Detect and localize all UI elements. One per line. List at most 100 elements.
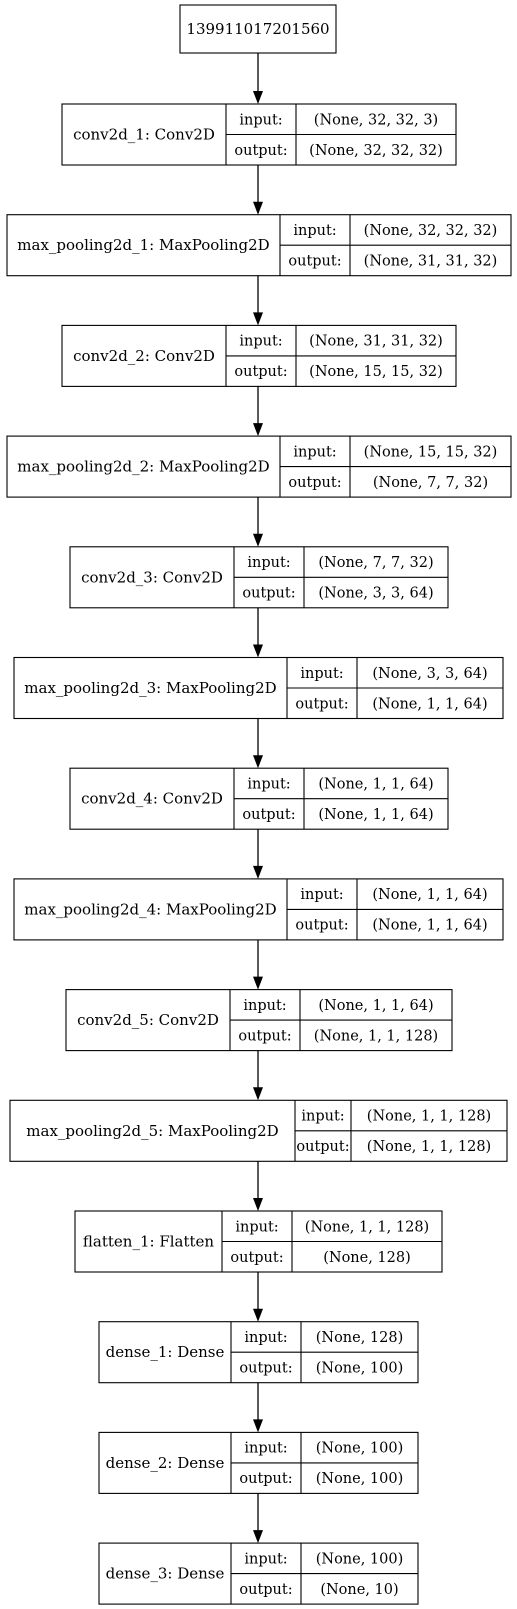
output-shape: (None, 3, 3, 64) xyxy=(318,586,433,602)
input-label: input: xyxy=(239,334,282,350)
input-label: input: xyxy=(243,998,286,1014)
edges xyxy=(253,53,263,1544)
input-shape: (None, 3, 3, 64) xyxy=(372,666,487,682)
output-label: output: xyxy=(296,1139,349,1155)
output-label: output: xyxy=(230,1250,283,1266)
root-node-label: 139911017201560 xyxy=(186,20,329,38)
layer-node: conv2d_4: Conv2D input: output: (None, 1, 1… xyxy=(69,767,449,830)
layer-node: dense_3: Dense input: output: (None, 100) (N… xyxy=(98,1542,419,1605)
edge-arrow xyxy=(253,275,263,326)
input-label: input: xyxy=(300,666,343,682)
layer-name: dense_1: Dense xyxy=(106,1343,225,1361)
input-label: input: xyxy=(300,887,343,903)
input-shape: (None, 7, 7, 32) xyxy=(318,555,433,571)
input-label: input: xyxy=(244,1330,287,1346)
output-shape: (None, 1, 1, 64) xyxy=(372,696,487,712)
output-shape: (None, 1, 1, 64) xyxy=(318,807,433,823)
layer-name: flatten_1: Flatten xyxy=(83,1233,214,1251)
layer-node: dense_1: Dense input: output: (None, 128) (N… xyxy=(98,1321,419,1384)
layer-node: conv2d_1: Conv2D input: output: (None, 32, … xyxy=(61,103,457,166)
layer-node: max_pooling2d_2: MaxPooling2D input: outpu… xyxy=(6,435,512,498)
edge-arrow xyxy=(253,1272,263,1322)
input-label: input: xyxy=(293,444,336,460)
output-label: output: xyxy=(242,586,295,602)
input-shape: (None, 15, 15, 32) xyxy=(364,444,498,460)
layer-node: max_pooling2d_4: MaxPooling2D input: outpu… xyxy=(13,878,504,941)
layer-node: conv2d_2: Conv2D input: output: (None, 31, … xyxy=(61,324,457,387)
layer-name: conv2d_3: Conv2D xyxy=(81,568,223,586)
input-shape: (None, 1, 1, 64) xyxy=(318,776,433,792)
input-shape: (None, 31, 31, 32) xyxy=(309,334,443,350)
edge-arrow xyxy=(253,939,263,990)
layer-node: max_pooling2d_1: MaxPooling2D input: outpu… xyxy=(6,214,512,277)
edge-arrow xyxy=(253,1161,263,1211)
output-shape: (None, 128) xyxy=(323,1250,411,1266)
output-label: output: xyxy=(288,253,341,269)
output-shape: (None, 32, 32, 32) xyxy=(309,143,443,159)
layer-name: conv2d_1: Conv2D xyxy=(73,126,215,144)
input-label: input: xyxy=(301,1109,344,1125)
input-shape: (None, 100) xyxy=(316,1551,404,1567)
layer-node: conv2d_3: Conv2D input: output: (None, 7, 7… xyxy=(69,546,449,609)
input-label: input: xyxy=(235,1219,278,1235)
output-label: output: xyxy=(234,364,287,380)
layer-name: dense_3: Dense xyxy=(106,1565,225,1583)
layer-name: conv2d_2: Conv2D xyxy=(73,347,215,365)
edge-arrow xyxy=(253,607,263,658)
layer-name: max_pooling2d_4: MaxPooling2D xyxy=(24,900,276,918)
input-shape: (None, 32, 32, 32) xyxy=(364,223,498,239)
output-shape: (None, 1, 1, 128) xyxy=(314,1028,438,1044)
output-shape: (None, 10) xyxy=(320,1582,398,1598)
output-label: output: xyxy=(295,918,348,934)
edge-arrow xyxy=(253,386,263,437)
input-shape: (None, 32, 32, 3) xyxy=(314,112,438,128)
root-node: 139911017201560 xyxy=(179,4,337,54)
layer-name: max_pooling2d_3: MaxPooling2D xyxy=(24,679,276,697)
input-shape: (None, 1, 1, 128) xyxy=(367,1109,491,1125)
edge-arrow xyxy=(253,53,263,104)
edge-arrow xyxy=(253,497,263,547)
output-label: output: xyxy=(242,807,295,823)
output-shape: (None, 1, 1, 128) xyxy=(367,1139,491,1155)
input-label: input: xyxy=(247,555,290,571)
edge-arrow xyxy=(253,718,263,769)
input-shape: (None, 1, 1, 64) xyxy=(318,998,433,1014)
layer-node: max_pooling2d_5: MaxPooling2D input: outpu… xyxy=(9,1099,508,1162)
layer-name: max_pooling2d_5: MaxPooling2D xyxy=(26,1122,278,1140)
input-label: input: xyxy=(239,112,282,128)
layers: conv2d_1: Conv2D input: output: (None, 32, … xyxy=(6,103,512,1605)
input-shape: (None, 100) xyxy=(316,1441,404,1457)
layer-name: dense_2: Dense xyxy=(106,1454,225,1472)
input-shape: (None, 1, 1, 128) xyxy=(305,1219,429,1235)
layer-name: conv2d_5: Conv2D xyxy=(77,1011,219,1029)
edge-arrow xyxy=(253,1382,263,1433)
output-label: output: xyxy=(234,143,287,159)
input-shape: (None, 128) xyxy=(316,1330,404,1346)
output-shape: (None, 1, 1, 64) xyxy=(372,918,487,934)
layer-node: conv2d_5: Conv2D input: output: (None, 1, 1… xyxy=(65,989,453,1052)
input-label: input: xyxy=(244,1551,287,1567)
edge-arrow xyxy=(253,1493,263,1544)
output-label: output: xyxy=(239,1360,292,1376)
input-label: input: xyxy=(293,223,336,239)
input-shape: (None, 1, 1, 64) xyxy=(372,887,487,903)
output-label: output: xyxy=(239,1471,292,1487)
output-shape: (None, 7, 7, 32) xyxy=(373,475,488,491)
edge-arrow xyxy=(253,165,263,215)
output-label: output: xyxy=(288,475,341,491)
layer-name: conv2d_4: Conv2D xyxy=(81,790,223,808)
output-label: output: xyxy=(239,1582,292,1598)
output-shape: (None, 31, 31, 32) xyxy=(364,253,498,269)
layer-node: max_pooling2d_3: MaxPooling2D input: outpu… xyxy=(13,656,504,720)
layer-name: max_pooling2d_2: MaxPooling2D xyxy=(17,458,269,476)
layer-name: max_pooling2d_1: MaxPooling2D xyxy=(17,236,269,254)
layer-node: flatten_1: Flatten input: output: (None, 1,… xyxy=(74,1210,443,1273)
layer-node: dense_2: Dense input: output: (None, 100) (N… xyxy=(98,1431,419,1494)
input-label: input: xyxy=(244,1441,287,1457)
output-shape: (None, 100) xyxy=(316,1360,404,1376)
output-shape: (None, 15, 15, 32) xyxy=(309,364,443,380)
edge-arrow xyxy=(253,1050,263,1101)
edge-arrow xyxy=(253,829,263,879)
output-label: output: xyxy=(238,1028,291,1044)
